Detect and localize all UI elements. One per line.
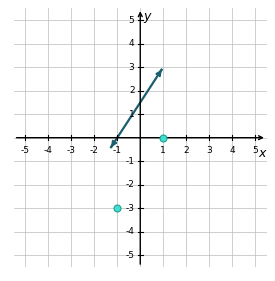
Text: -1: -1 xyxy=(113,146,122,155)
Text: 4: 4 xyxy=(229,146,235,155)
Text: 5: 5 xyxy=(129,16,134,25)
Text: -4: -4 xyxy=(126,227,134,236)
Text: 4: 4 xyxy=(129,39,134,48)
Text: y: y xyxy=(144,10,151,22)
Text: 2: 2 xyxy=(129,86,134,95)
Text: 3: 3 xyxy=(129,63,134,72)
Text: -1: -1 xyxy=(125,157,134,166)
Text: -4: -4 xyxy=(44,146,53,155)
Text: -2: -2 xyxy=(90,146,99,155)
Text: x: x xyxy=(258,147,266,160)
Text: -5: -5 xyxy=(21,146,30,155)
Text: -5: -5 xyxy=(125,251,134,260)
Text: 5: 5 xyxy=(252,146,258,155)
Text: 2: 2 xyxy=(183,146,189,155)
Text: -3: -3 xyxy=(125,204,134,213)
Text: -3: -3 xyxy=(67,146,76,155)
Text: 3: 3 xyxy=(206,146,212,155)
Text: 1: 1 xyxy=(129,110,134,119)
Text: 1: 1 xyxy=(160,146,166,155)
Text: -2: -2 xyxy=(126,180,134,189)
